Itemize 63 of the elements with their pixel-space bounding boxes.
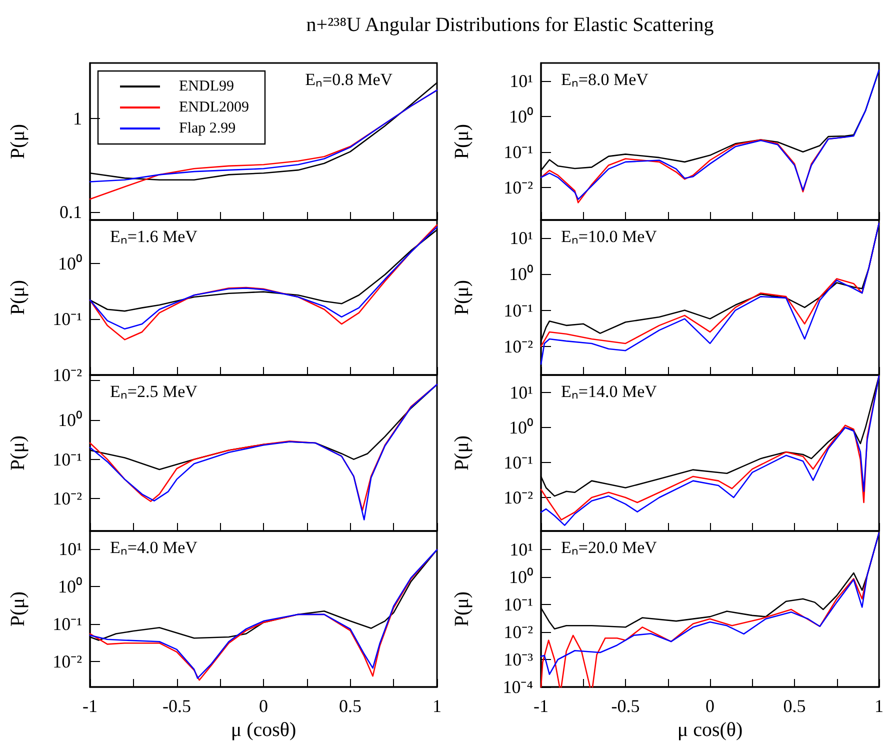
x-tick-label: 0.5 bbox=[339, 696, 362, 716]
annotation: Eₙ=14.0 MeV bbox=[561, 382, 658, 401]
y-axis-title: P(μ) bbox=[451, 591, 473, 627]
annotation: Eₙ=2.5 MeV bbox=[110, 382, 198, 401]
y-tick-label: 10⁰ bbox=[58, 576, 82, 596]
y-tick-label: 10⁻³ bbox=[504, 649, 534, 670]
y-tick-label: 10⁻² bbox=[504, 488, 533, 508]
y-tick-label: 10⁻⁴ bbox=[502, 677, 533, 697]
y-axis-title: P(μ) bbox=[7, 124, 29, 160]
y-tick-label: 10¹ bbox=[510, 382, 533, 403]
y-tick-label: 10¹ bbox=[510, 70, 533, 91]
x-axis-title: μ cos(θ) bbox=[677, 718, 743, 741]
y-axis-title: P(μ) bbox=[451, 280, 473, 316]
y-tick-label: 10⁰ bbox=[58, 253, 82, 274]
annotation: Eₙ=20.0 MeV bbox=[561, 538, 658, 557]
text: n+²³⁸U Angular Distributions for Elastic Scattering bbox=[305, 14, 715, 37]
y-tick-label: 10¹ bbox=[58, 538, 82, 559]
y-tick-label: 1 bbox=[73, 108, 82, 128]
line-series bbox=[540, 70, 880, 200]
x-tick-label: -0.5 bbox=[611, 696, 640, 716]
legend-label: Flap 2.99 bbox=[179, 120, 236, 136]
y-tick-label: 10⁻² bbox=[52, 365, 82, 385]
x-tick-label: 0 bbox=[706, 696, 714, 716]
y-axis-title: P(μ) bbox=[7, 435, 29, 471]
annotation: Eₙ=0.8 MeV bbox=[305, 70, 394, 89]
y-tick-label: 10⁻¹ bbox=[504, 142, 533, 162]
x-tick-label: -1 bbox=[82, 696, 98, 716]
y-tick-label: 10⁻¹ bbox=[504, 300, 533, 320]
annotation: Eₙ=4.0 MeV bbox=[110, 538, 198, 557]
y-tick-label: 10⁰ bbox=[509, 106, 533, 126]
x-tick-label: 1 bbox=[432, 696, 442, 716]
x-tick-label: 0.5 bbox=[783, 696, 806, 716]
legend-label: ENDL2009 bbox=[179, 100, 249, 116]
y-tick-label: 10¹ bbox=[510, 228, 533, 248]
y-tick-label: 10⁰ bbox=[58, 410, 82, 430]
y-tick-label: 10⁻² bbox=[52, 652, 82, 672]
y-axis-title: P(μ) bbox=[7, 280, 29, 316]
y-tick-label: 10⁻¹ bbox=[52, 309, 82, 330]
annotation: Eₙ=1.6 MeV bbox=[110, 227, 198, 246]
x-tick-label: -0.5 bbox=[162, 696, 191, 716]
y-tick-label: 10⁻² bbox=[504, 622, 533, 642]
y-axis-title: P(μ) bbox=[7, 591, 29, 627]
y-axis-title: P(μ) bbox=[451, 435, 473, 471]
x-tick-label: -1 bbox=[534, 696, 548, 716]
y-tick-label: 10⁻¹ bbox=[52, 449, 82, 470]
y-tick-label: 0.1 bbox=[60, 202, 82, 222]
y-tick-label: 10⁻¹ bbox=[504, 594, 533, 614]
y-tick-label: 10⁰ bbox=[509, 418, 533, 438]
x-axis-title: μ (cosθ) bbox=[230, 718, 296, 741]
y-tick-label: 10⁻² bbox=[504, 177, 533, 198]
y-tick-label: 10⁻¹ bbox=[52, 614, 82, 634]
y-tick-label: 10⁻² bbox=[504, 336, 533, 356]
y-tick-label: 10¹ bbox=[510, 539, 533, 560]
annotation: Eₙ=8.0 MeV bbox=[561, 70, 650, 89]
x-tick-label: 0 bbox=[259, 696, 268, 716]
annotation: Eₙ=10.0 MeV bbox=[561, 227, 658, 246]
y-tick-label: 10⁻¹ bbox=[504, 452, 533, 473]
y-tick-label: 10⁻² bbox=[52, 488, 82, 509]
x-tick-label: 1 bbox=[874, 696, 884, 716]
y-tick-label: 10⁰ bbox=[509, 264, 533, 284]
y-tick-label: 10⁰ bbox=[509, 566, 533, 587]
legend-label: ENDL99 bbox=[179, 78, 234, 94]
y-axis-title: P(μ) bbox=[451, 124, 473, 160]
